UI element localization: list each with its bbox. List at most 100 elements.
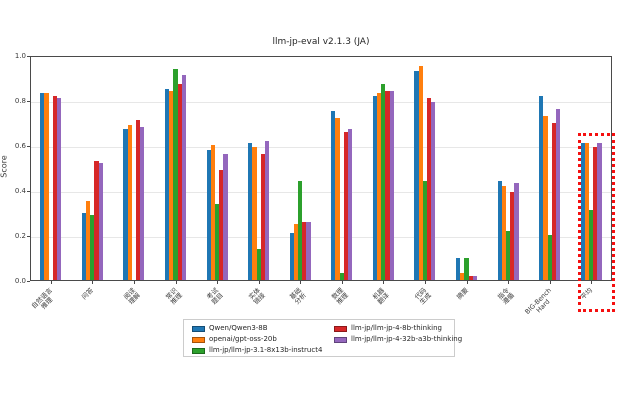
y-tick-mark xyxy=(27,236,30,237)
legend-swatch xyxy=(192,336,205,343)
bar xyxy=(468,275,473,280)
bar xyxy=(377,93,382,280)
legend-swatch xyxy=(192,325,205,332)
x-tick-mark xyxy=(50,281,52,284)
bar xyxy=(472,275,477,280)
bar xyxy=(173,68,178,280)
bar xyxy=(140,127,145,280)
bar xyxy=(456,257,461,280)
bar-group xyxy=(497,181,519,280)
bar xyxy=(331,111,336,280)
bar-group xyxy=(456,257,477,280)
y-tick-label: 0.4 xyxy=(14,187,26,195)
bar xyxy=(460,273,465,280)
bar xyxy=(302,221,307,280)
bar xyxy=(339,273,344,280)
bar xyxy=(214,203,220,280)
bar xyxy=(210,145,215,280)
bar-group xyxy=(165,68,186,280)
bar xyxy=(431,102,436,280)
bar xyxy=(418,66,423,280)
bar xyxy=(555,109,561,280)
bar xyxy=(135,120,141,280)
gridline xyxy=(31,192,611,193)
bar xyxy=(40,93,45,280)
bar-group xyxy=(331,111,353,280)
bar xyxy=(293,223,299,280)
bar xyxy=(514,183,519,280)
bar xyxy=(597,142,602,280)
legend-label: openai/gpt-oss-20b xyxy=(209,335,277,343)
y-tick-mark xyxy=(27,281,30,282)
legend-label: llm-jp/llm-jp-3.1-8x13b-instruct4 xyxy=(209,346,323,354)
x-tick-mark xyxy=(341,281,343,284)
bar-group xyxy=(248,140,270,280)
x-tick-mark xyxy=(258,281,260,284)
plot-area xyxy=(30,56,612,281)
bar xyxy=(505,230,511,280)
y-tick-mark xyxy=(27,101,30,102)
bar xyxy=(497,181,502,280)
bar xyxy=(298,181,303,280)
legend: Qwen/Qwen3-8B openai/gpt-oss-20b llm-jp/ll… xyxy=(183,319,462,357)
bar xyxy=(372,95,378,280)
x-tick-mark xyxy=(300,281,302,284)
x-tick-mark xyxy=(383,281,385,284)
bar xyxy=(385,91,390,280)
bar xyxy=(343,131,349,280)
bar xyxy=(90,214,95,280)
bar xyxy=(584,142,590,280)
bar-group xyxy=(372,84,394,280)
bar xyxy=(389,91,394,280)
bar xyxy=(593,147,598,280)
gridline xyxy=(31,147,611,148)
bar xyxy=(98,163,103,280)
y-tick-label: 0.2 xyxy=(14,232,26,240)
bar xyxy=(551,122,556,280)
bar-group xyxy=(40,93,62,280)
y-tick-label: 0.8 xyxy=(14,97,26,105)
bar xyxy=(181,75,186,280)
x-tick-mark xyxy=(549,281,551,284)
bar-group xyxy=(123,120,145,280)
bar-group xyxy=(414,66,436,280)
bar xyxy=(127,124,132,280)
x-tick-mark xyxy=(591,281,593,284)
y-tick-label: 0.6 xyxy=(14,142,26,150)
gridline xyxy=(31,102,611,103)
bar xyxy=(306,221,311,280)
x-tick-mark xyxy=(217,281,219,284)
chart-title: llm-jp-eval v2.1.3 (JA) xyxy=(272,37,370,47)
bar xyxy=(414,70,419,280)
legend-label: llm-jp/llm-jp-4-32b-a3b-thinking xyxy=(351,335,463,343)
legend-swatch xyxy=(192,347,205,354)
legend-item: llm-jp/llm-jp-3.1-8x13b-instruct4 xyxy=(192,346,322,355)
bar-group xyxy=(539,95,561,280)
legend-item: llm-jp/llm-jp-4-32b-a3b-thinking xyxy=(334,335,462,344)
y-tick-mark xyxy=(27,56,30,57)
bar xyxy=(289,232,294,280)
bar xyxy=(223,154,228,280)
x-tick-mark xyxy=(508,281,510,284)
bar xyxy=(123,129,128,280)
bar xyxy=(219,169,224,280)
bar xyxy=(256,248,261,280)
bar xyxy=(539,95,544,280)
bar xyxy=(580,142,585,280)
bar xyxy=(52,95,58,280)
y-tick-label: 1.0 xyxy=(14,52,26,60)
bar xyxy=(510,192,515,280)
bar-group xyxy=(289,181,311,280)
x-tick-mark xyxy=(92,281,94,284)
legend-swatch xyxy=(334,325,347,332)
bar xyxy=(348,129,353,280)
bar xyxy=(44,93,49,280)
bar xyxy=(57,97,62,280)
bar xyxy=(589,210,594,280)
y-tick-mark xyxy=(27,191,30,192)
legend-swatch xyxy=(334,336,347,343)
bar xyxy=(86,201,91,280)
bar xyxy=(426,97,432,280)
bar xyxy=(165,88,170,280)
legend-item: Qwen/Qwen3-8B xyxy=(192,324,268,333)
